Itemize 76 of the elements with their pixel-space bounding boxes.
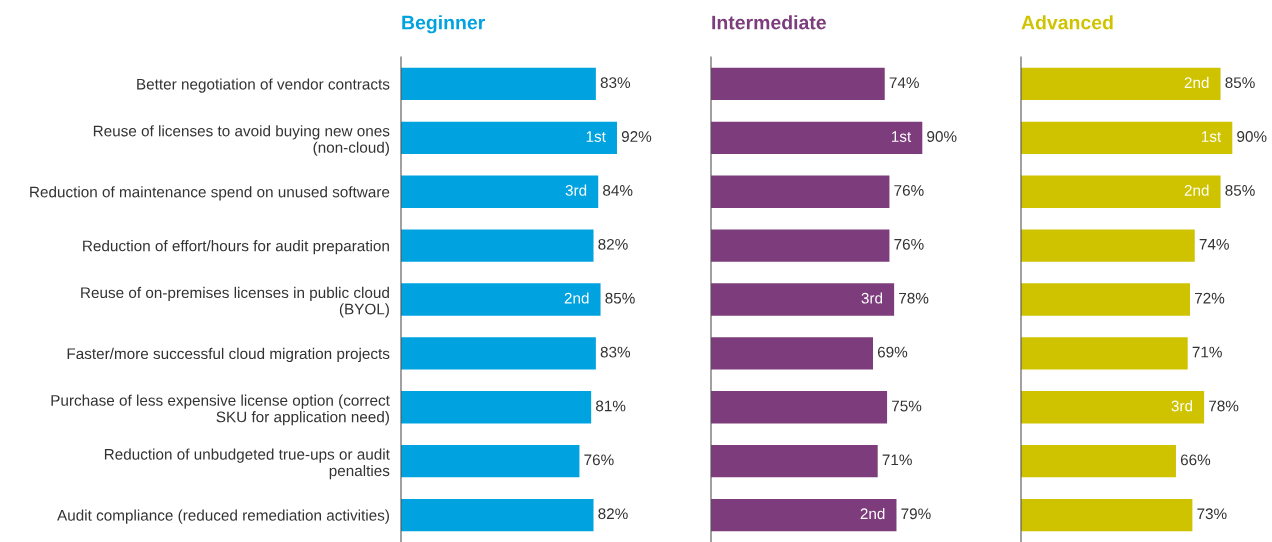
y-tick-label: Reduction of unbudgeted true-ups or audit penalties xyxy=(104,448,390,480)
bar xyxy=(711,283,895,316)
data-label: 74% xyxy=(889,77,919,88)
bar xyxy=(401,283,601,316)
chart-title: Advanced xyxy=(1021,15,1113,30)
data-label: 71% xyxy=(882,454,912,466)
annotation: 2nd xyxy=(1184,76,1209,89)
annotation: 1st xyxy=(1201,131,1222,142)
data-label: 75% xyxy=(892,400,922,412)
data-label: 78% xyxy=(1209,400,1239,412)
chart-title: Intermediate xyxy=(712,15,826,30)
bar xyxy=(711,337,873,370)
bar xyxy=(401,498,594,532)
bar xyxy=(711,175,890,208)
bar xyxy=(711,498,897,532)
data-label: 66% xyxy=(1180,454,1211,466)
data-label: 78% xyxy=(899,292,929,304)
bar xyxy=(1021,498,1193,532)
bar xyxy=(1021,67,1221,101)
data-label: 85% xyxy=(1225,77,1255,89)
bar xyxy=(401,67,596,101)
data-label: 72% xyxy=(1194,292,1225,304)
y-tick-label: Purchase of less expensive license option (correct SKU for application need) xyxy=(51,394,390,426)
bar xyxy=(1021,337,1188,370)
data-label: 82% xyxy=(598,238,628,250)
data-label: 83% xyxy=(600,346,631,358)
annotation: 3rd xyxy=(565,184,587,196)
y-tick-label: Better negotiation of vendor contracts xyxy=(137,78,390,93)
bar xyxy=(401,391,592,424)
data-label: 85% xyxy=(605,292,635,304)
data-label: 90% xyxy=(927,131,957,142)
data-label: 76% xyxy=(894,238,924,250)
data-label: 71% xyxy=(1192,346,1222,358)
bar xyxy=(1021,229,1195,262)
bar xyxy=(401,445,580,478)
data-label: 73% xyxy=(1197,508,1227,520)
y-tick-label: Audit compliance (reduced remediation activities) xyxy=(57,509,389,524)
bar xyxy=(401,175,599,208)
data-label: 83% xyxy=(600,77,631,89)
annotation: 2nd xyxy=(860,507,885,520)
bar xyxy=(1021,391,1205,424)
data-label: 69% xyxy=(877,346,908,358)
bar xyxy=(711,121,923,154)
bar xyxy=(1021,283,1191,316)
data-label: 82% xyxy=(598,508,628,520)
y-tick-label: Reuse of licenses to avoid buying new ones (non-cloud) xyxy=(93,125,390,156)
bar xyxy=(401,229,594,262)
bar xyxy=(711,67,885,101)
bar xyxy=(1021,445,1176,478)
bar xyxy=(711,229,890,262)
data-label: 84% xyxy=(603,185,633,196)
annotation: 2nd xyxy=(1184,184,1209,196)
bar xyxy=(1021,175,1221,208)
data-label: 92% xyxy=(621,131,652,142)
bar xyxy=(401,337,596,370)
data-label: 76% xyxy=(584,454,614,466)
bar xyxy=(711,445,878,478)
data-label: 85% xyxy=(1225,185,1255,196)
y-tick-label: Reduction of effort/hours for audit preparation xyxy=(83,240,389,255)
data-label: 90% xyxy=(1237,131,1267,142)
bar xyxy=(711,391,888,424)
data-label: 81% xyxy=(596,400,626,412)
annotation: 1st xyxy=(891,131,912,142)
bar xyxy=(1021,121,1233,154)
y-tick-label: Reduction of maintenance spend on unused software xyxy=(30,186,390,201)
y-tick-label: Reuse of on-premises licenses in public cloud (BYOL) xyxy=(81,286,389,318)
data-label: 79% xyxy=(901,508,931,520)
annotation: 3rd xyxy=(1171,400,1193,412)
annotation: 3rd xyxy=(861,292,883,304)
chart-title: Beginner xyxy=(402,15,485,34)
annotation: 1st xyxy=(586,131,606,142)
data-label: 74% xyxy=(1199,238,1229,250)
y-tick-label: Faster/more successful cloud migration projects xyxy=(67,347,390,363)
annotation: 2nd xyxy=(564,292,589,304)
data-label: 76% xyxy=(894,185,924,196)
bar xyxy=(401,121,617,154)
